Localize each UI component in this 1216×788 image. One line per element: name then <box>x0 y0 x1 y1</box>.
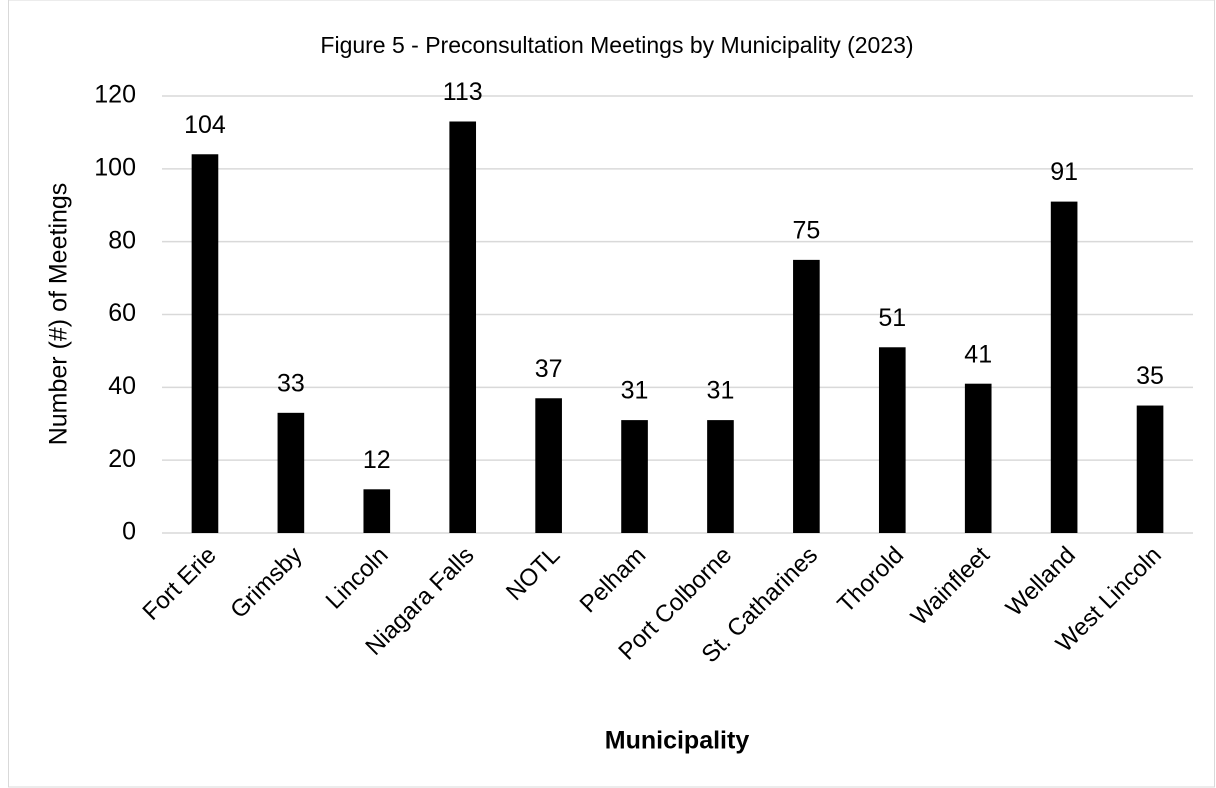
bar <box>535 398 562 533</box>
data-label: 113 <box>443 78 483 106</box>
data-label: 104 <box>184 111 226 139</box>
bar <box>621 420 648 533</box>
bar <box>277 412 305 533</box>
bar <box>1050 201 1078 533</box>
x-tick-label: Welland <box>1001 542 1081 622</box>
bar <box>449 121 477 533</box>
data-label: 51 <box>878 304 906 332</box>
x-tick-label: Lincoln <box>321 542 394 615</box>
y-tick-label: 20 <box>108 445 136 473</box>
data-label: 12 <box>363 446 391 474</box>
x-tick-label: Pelham <box>575 542 652 619</box>
chart-title: Figure 5 - Preconsultation Meetings by M… <box>320 32 913 58</box>
x-axis-label: Municipality <box>605 727 750 755</box>
x-tick-label: Wainfleet <box>906 541 995 630</box>
bar <box>363 489 391 533</box>
y-tick-label: 60 <box>108 299 136 327</box>
data-label: 75 <box>792 216 820 244</box>
bar <box>878 347 906 533</box>
data-label: 33 <box>277 369 305 397</box>
data-label: 37 <box>535 355 563 383</box>
bar <box>191 154 219 533</box>
x-tick-label: Grimsby <box>225 542 307 624</box>
x-tick-label: NOTL <box>501 542 565 606</box>
x-tick-label: Fort Erie <box>138 542 222 626</box>
bar <box>793 259 820 533</box>
y-tick-label: 0 <box>122 518 136 546</box>
data-label: 35 <box>1136 362 1164 390</box>
y-tick-label: 80 <box>108 226 136 254</box>
bar <box>707 420 734 533</box>
chart-border <box>8 0 1215 788</box>
y-tick-label: 120 <box>94 81 136 109</box>
bar <box>1136 405 1164 533</box>
data-label: 31 <box>707 377 735 405</box>
y-axis-label: Number (#) of Meetings <box>45 183 73 446</box>
data-label: 91 <box>1050 158 1078 186</box>
bar <box>964 383 992 533</box>
y-tick-label: 100 <box>94 153 136 181</box>
y-tick-label: 40 <box>108 372 136 400</box>
x-tick-label: Thorold <box>832 542 909 619</box>
data-label: 31 <box>621 377 649 405</box>
data-label: 41 <box>964 340 992 368</box>
